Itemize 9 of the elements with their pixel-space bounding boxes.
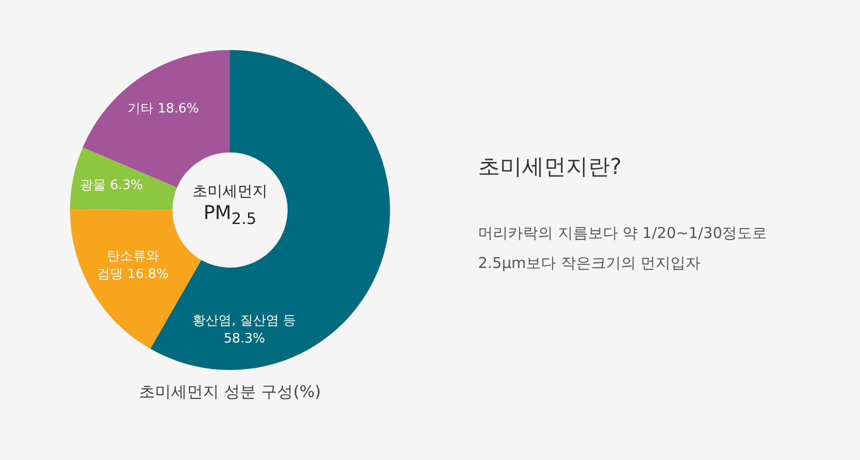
slice-label: 탄소류와 검댕 16.8% [97,249,169,282]
data-label: 58.3% [224,332,266,347]
slice-label: 광물 6.3% [80,178,144,193]
text: 머리카락의 지름보다 약 1/20~1/30정도로 2.5μm보다 작은크기의 먼지입자 [478,223,768,274]
slice-label: 기타 18.6% [127,101,199,116]
text: 초미세먼지 성분 구성(%) [138,382,322,403]
text: 초미세먼지란? [478,154,622,182]
slice-label: 황산염, 질산염 등 [192,314,296,329]
text: 초미세먼지 PM$_{2.5}$ [192,181,268,230]
